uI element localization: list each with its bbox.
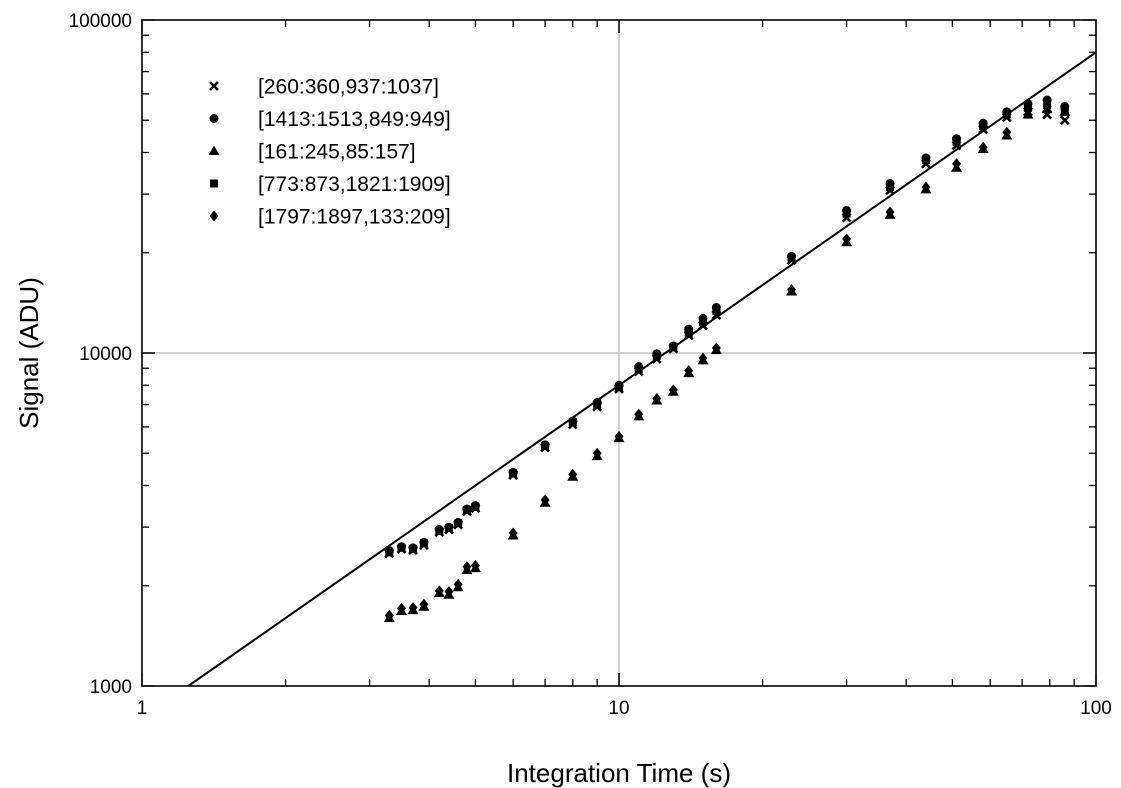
legend: [260:360,937:1037] [1413:1513,849:949] [16… [208, 76, 451, 229]
data-point [634, 408, 644, 420]
tick-labels-layer: 1 10 100 1000 10000 100000 [69, 11, 1112, 719]
data-point [842, 209, 851, 218]
y-tick-label: 10000 [79, 344, 132, 365]
data-point [615, 383, 623, 392]
data-point [787, 253, 796, 262]
data-point [634, 365, 643, 374]
data-point [787, 284, 797, 296]
data-point [886, 183, 895, 192]
data-point [921, 155, 930, 164]
data-point [419, 598, 429, 610]
data-point [453, 578, 463, 590]
data-point [698, 352, 708, 364]
legend-marker [210, 179, 218, 188]
x-tick-label: 1 [137, 698, 148, 719]
data-point [470, 560, 480, 572]
data-point [509, 469, 518, 478]
y-tick-label: 1000 [90, 677, 132, 698]
data-points-layer [383, 95, 1071, 623]
data-point [885, 206, 895, 218]
data-point [652, 351, 661, 360]
data-point [454, 519, 463, 528]
x-tick-label: 10 [608, 698, 629, 719]
data-point [435, 527, 444, 536]
legend-item: [260:360,937:1037] [209, 76, 439, 99]
data-point [419, 539, 428, 548]
x-tick-label: 100 [1080, 698, 1112, 719]
data-point [541, 442, 550, 451]
data-point [444, 586, 454, 598]
data-point [384, 609, 394, 621]
data-point [652, 393, 662, 405]
legend-marker [209, 81, 219, 91]
legend-item: [1413:1513,849:949] [209, 108, 451, 131]
legend-item: [773:873,1821:1909] [210, 173, 451, 196]
data-point [592, 447, 602, 459]
legend-marker [208, 145, 220, 155]
data-point [1002, 126, 1012, 138]
data-point [385, 548, 394, 557]
data-point [614, 430, 624, 442]
data-point [1059, 115, 1070, 126]
data-point [1042, 100, 1052, 112]
data-point [409, 544, 418, 553]
data-point [979, 122, 988, 131]
data-point [434, 585, 444, 597]
data-point [684, 365, 694, 377]
legend-label: [161:245,85:157] [258, 141, 416, 164]
data-point [921, 181, 931, 193]
data-point [408, 602, 418, 614]
legend-label: [1797:1897,133:209] [258, 206, 451, 229]
data-point [711, 342, 721, 354]
data-point [568, 418, 577, 427]
legend-marker [209, 114, 219, 123]
x-axis-title: Integration Time (s) [507, 758, 731, 788]
data-point [397, 602, 407, 614]
legend-item: [161:245,85:157] [208, 141, 416, 164]
data-point [668, 384, 678, 396]
data-point [444, 524, 453, 533]
legend-label: [773:873,1821:1909] [258, 173, 451, 196]
data-point [471, 502, 480, 511]
data-point [1002, 110, 1011, 119]
data-point [1060, 103, 1070, 115]
data-point [462, 561, 472, 573]
legend-label: [1413:1513,849:949] [258, 108, 451, 131]
legend-label: [260:360,937:1037] [258, 76, 439, 99]
data-point [952, 158, 962, 170]
data-point [593, 400, 602, 409]
data-point [952, 138, 961, 147]
data-point [684, 328, 693, 337]
y-tick-label: 100000 [69, 11, 132, 32]
data-point [462, 505, 471, 514]
data-point [1023, 104, 1033, 116]
legend-item: [1797:1897,133:209] [209, 206, 451, 229]
data-point [842, 233, 852, 245]
data-point [698, 317, 707, 326]
legend-marker [209, 210, 219, 222]
series-5 [384, 100, 1070, 621]
data-point [508, 527, 518, 539]
data-point [568, 468, 578, 480]
ticks-layer [141, 19, 1097, 687]
data-point [669, 343, 678, 352]
grid-layer [142, 20, 1096, 686]
data-point [712, 306, 721, 315]
data-point [540, 494, 550, 506]
data-point [978, 141, 988, 153]
y-axis-title: Signal (ADU) [14, 277, 44, 429]
data-point [397, 543, 406, 552]
